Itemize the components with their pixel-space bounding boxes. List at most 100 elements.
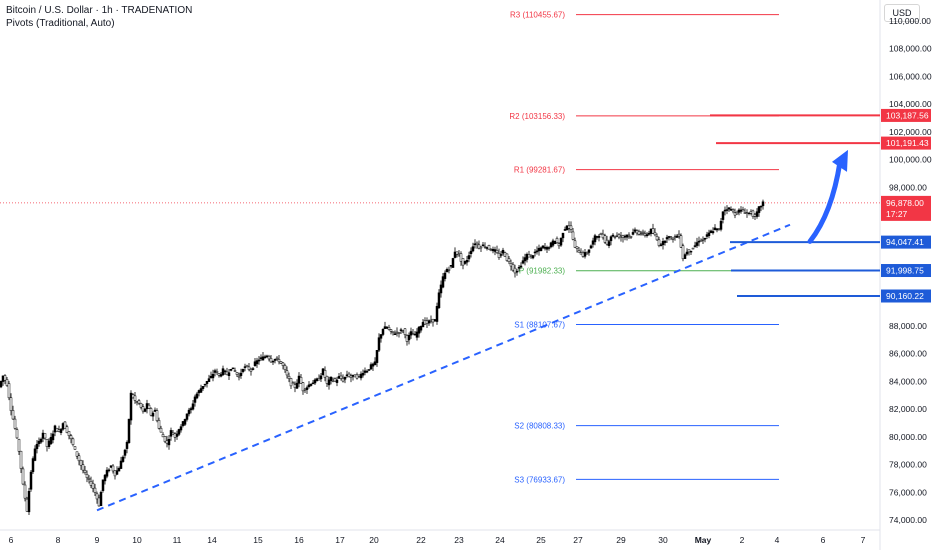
- candle-body: [245, 365, 249, 368]
- candle-body: [129, 392, 133, 421]
- candle-body: [113, 470, 117, 477]
- arrow-head: [832, 149, 848, 172]
- candle-body: [237, 375, 241, 378]
- candle-body: [259, 357, 263, 359]
- x-tick-label: May: [695, 535, 712, 545]
- candle-body: [445, 268, 449, 273]
- y-tick-label: 74,000.00: [889, 515, 927, 525]
- candle-body: [407, 334, 411, 341]
- candle-body: [647, 232, 651, 235]
- candle-body: [683, 254, 687, 259]
- y-tick-label: 82,000.00: [889, 404, 927, 414]
- candle-body: [57, 429, 61, 432]
- currency-button[interactable]: USD: [884, 4, 920, 22]
- candle-body: [253, 361, 257, 366]
- candle-body: [405, 335, 409, 342]
- candle-body: [529, 254, 533, 257]
- candle-body: [141, 406, 145, 412]
- candle-body: [439, 284, 443, 294]
- candle-body: [381, 328, 385, 335]
- candle-body: [177, 429, 181, 435]
- candle-body: [369, 364, 373, 370]
- x-tick-label: 8: [56, 535, 61, 545]
- candle-body: [109, 465, 113, 468]
- x-axis: 6 8 9 10 11 14 15 16 17 20 22 23 24 25 27 29 30 May 2 4 6 7: [9, 535, 866, 545]
- candle-body: [171, 432, 175, 435]
- candle-body: [701, 239, 705, 241]
- y-tick-label: 76,000.00: [889, 487, 927, 497]
- candle-body: [471, 246, 475, 252]
- support-tag: 90,160.22: [886, 291, 924, 301]
- candle-body: [355, 374, 359, 379]
- candle-body: [159, 427, 163, 433]
- candle-body: [127, 418, 131, 443]
- candle-body: [231, 367, 235, 370]
- candle-body: [615, 235, 619, 237]
- candle-body: [41, 432, 45, 439]
- candle-body: [287, 375, 291, 379]
- candle-body: [481, 244, 485, 247]
- candle-body: [1, 375, 5, 382]
- y-tick-label: 108,000.00: [889, 44, 932, 54]
- y-tick-label: 110,000.00: [889, 16, 931, 26]
- candle-body: [703, 237, 707, 240]
- candle-body: [357, 374, 361, 377]
- candle-body: [637, 231, 641, 235]
- candle-body: [371, 363, 375, 367]
- indicator-label: Pivots (Traditional, Auto): [6, 18, 115, 29]
- x-tick-label: 14: [207, 535, 217, 545]
- x-tick-label: 10: [132, 535, 142, 545]
- candle-body: [291, 382, 295, 385]
- candle-body: [151, 412, 155, 417]
- candle-body: [665, 237, 669, 240]
- candle-body: [491, 248, 495, 252]
- candle-body: [249, 369, 253, 372]
- candle-body: [429, 319, 433, 322]
- candle-body: [233, 370, 237, 372]
- candle-body: [251, 368, 255, 370]
- candle-body: [391, 331, 395, 333]
- candle-body: [549, 242, 553, 248]
- x-tick-label: 2: [740, 535, 745, 545]
- candle-body: [143, 408, 147, 412]
- candle-body: [289, 378, 293, 387]
- candle-body: [121, 456, 125, 462]
- candle-body: [309, 383, 313, 386]
- support-tag-bg: [881, 235, 931, 249]
- candle-body: [723, 209, 727, 212]
- candle-body: [433, 319, 437, 322]
- candle-body: [91, 483, 95, 489]
- candle-body: [73, 446, 77, 450]
- candle-body: [443, 272, 447, 279]
- candle-body: [55, 428, 59, 432]
- candle-body: [449, 265, 453, 267]
- candle-body: [557, 243, 561, 247]
- candle-body: [331, 380, 335, 382]
- candle-body: [393, 333, 397, 335]
- candle-body: [209, 375, 213, 378]
- candle-body: [325, 375, 329, 384]
- candle-body: [461, 258, 465, 266]
- candle-body: [419, 325, 423, 331]
- candle-body: [479, 246, 483, 249]
- candle-body: [67, 431, 71, 436]
- candle-body: [133, 395, 137, 401]
- candle-body: [411, 333, 415, 336]
- candle-body: [265, 355, 269, 358]
- candle-body: [567, 225, 571, 229]
- candle-body: [759, 205, 763, 208]
- candle-body: [17, 439, 21, 452]
- candle-body: [267, 356, 271, 360]
- y-tick-label: 100,000.00: [889, 155, 932, 165]
- pivot-label-s2: S2 (80808.33): [514, 422, 565, 431]
- candle-body: [757, 206, 761, 213]
- candle-body: [623, 235, 627, 238]
- candle-body: [43, 433, 47, 439]
- candle-body: [165, 440, 169, 444]
- candle-body: [63, 421, 67, 429]
- candle-body: [93, 487, 97, 493]
- candle-body: [635, 230, 639, 234]
- x-tick-label: 20: [369, 535, 379, 545]
- candle-body: [353, 374, 357, 378]
